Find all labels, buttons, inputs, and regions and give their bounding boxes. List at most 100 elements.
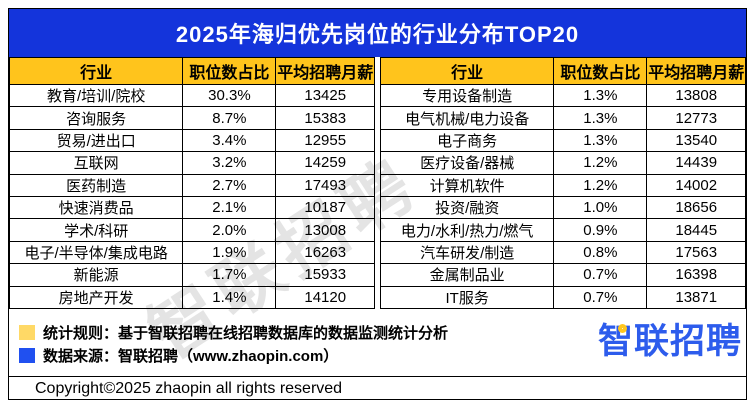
table-cell: 15383 <box>275 106 375 130</box>
table-cell: 16263 <box>275 240 375 265</box>
table-cell: 计算机软件 <box>379 173 555 197</box>
table-cell: 0.8% <box>553 240 648 265</box>
table-row: 快速消费品 2.1% 10187 <box>8 195 375 220</box>
column-header: 行业 <box>8 57 184 85</box>
blue-square-bullet-icon <box>19 348 35 363</box>
table-cell: 专用设备制造 <box>379 83 555 108</box>
table-cell: 0.9% <box>553 218 648 242</box>
table-row: 互联网 3.2% 14259 <box>8 151 375 175</box>
table-cell: 18445 <box>646 218 746 242</box>
table-cell: 10187 <box>275 195 375 220</box>
table-cell: 新能源 <box>8 263 184 287</box>
table-cell: 17493 <box>275 173 375 197</box>
table-cell: 0.7% <box>553 285 648 310</box>
table-cell: 电子/半导体/集成电路 <box>8 240 184 265</box>
table-cell: 房地产开发 <box>8 285 184 310</box>
table-cell: 18656 <box>646 195 746 220</box>
table-row: 专用设备制造 1.3% 13808 <box>379 83 746 108</box>
table-row: 医药制造 2.7% 17493 <box>8 173 375 197</box>
tables-area: 智联招聘 行业 职位数占比 平均招聘月薪 教育/培训/院校 30.3% 13425 咨询服… <box>8 57 746 373</box>
table-cell: IT服务 <box>379 285 555 310</box>
table-cell: 13808 <box>646 83 746 108</box>
table-cell: 2.0% <box>182 218 277 242</box>
industry-table-left: 行业 职位数占比 平均招聘月薪 教育/培训/院校 30.3% 13425 咨询服务 8.7%… <box>8 57 375 310</box>
table-cell: 互联网 <box>8 151 184 175</box>
table-cell: 1.2% <box>553 151 648 175</box>
table-cell: 医疗设备/器械 <box>379 151 555 175</box>
table-cell: 1.2% <box>553 173 648 197</box>
table-cell: 16398 <box>646 263 746 287</box>
table-cell: 1.3% <box>553 106 648 130</box>
page-title: 2025年海归优先岗位的行业分布TOP20 <box>9 9 746 57</box>
copyright-text: Copyright©2025 zhaopin all rights reserv… <box>9 376 746 400</box>
table-cell: 投资/融资 <box>379 195 555 220</box>
table-header-row: 行业 职位数占比 平均招聘月薪 <box>379 57 746 85</box>
table-row: 咨询服务 8.7% 15383 <box>8 106 375 130</box>
table-row: 投资/融资 1.0% 18656 <box>379 195 746 220</box>
logo-yellow-ring-icon <box>617 324 627 333</box>
table-row: 新能源 1.7% 15933 <box>8 263 375 287</box>
table-row: 教育/培训/院校 30.3% 13425 <box>8 83 375 108</box>
table-cell: 贸易/进出口 <box>8 128 184 153</box>
column-header: 平均招聘月薪 <box>646 57 746 85</box>
table-cell: 12773 <box>646 106 746 130</box>
table-cell: 17563 <box>646 240 746 265</box>
table-cell: 14120 <box>275 285 375 310</box>
table-cell: 1.4% <box>182 285 277 310</box>
table-cell: 13008 <box>275 218 375 242</box>
table-cell: 汽车研发/制造 <box>379 240 555 265</box>
table-cell: 12955 <box>275 128 375 153</box>
table-row: 金属制品业 0.7% 16398 <box>379 263 746 287</box>
table-cell: 医药制造 <box>8 173 184 197</box>
table-cell: 14259 <box>275 151 375 175</box>
table-header-row: 行业 职位数占比 平均招聘月薪 <box>8 57 375 85</box>
industry-table-right: 行业 职位数占比 平均招聘月薪 专用设备制造 1.3% 13808 电气机械/电力设备 1.… <box>379 57 746 310</box>
table-row: 电力/水利/热力/燃气 0.9% 18445 <box>379 218 746 242</box>
table-row: 电气机械/电力设备 1.3% 12773 <box>379 106 746 130</box>
table-cell: 1.3% <box>553 128 648 153</box>
table-cell: 学术/科研 <box>8 218 184 242</box>
table-cell: 3.4% <box>182 128 277 153</box>
infographic-frame: 2025年海归优先岗位的行业分布TOP20 智联招聘 行业 职位数占比 平均招聘月薪… <box>8 8 747 400</box>
table-row: 电子商务 1.3% 13540 <box>379 128 746 153</box>
table-cell: 14002 <box>646 173 746 197</box>
column-header: 职位数占比 <box>182 57 277 85</box>
table-cell: 电子商务 <box>379 128 555 153</box>
table-cell: 1.7% <box>182 263 277 287</box>
table-cell: 8.7% <box>182 106 277 130</box>
table-cell: 13425 <box>275 83 375 108</box>
table-cell: 1.0% <box>553 195 648 220</box>
column-header: 平均招聘月薪 <box>275 57 375 85</box>
table-cell: 咨询服务 <box>8 106 184 130</box>
table-row: 电子/半导体/集成电路 1.9% 16263 <box>8 240 375 265</box>
zhaopin-logo: 智联招聘 <box>598 322 742 362</box>
table-cell: 2.7% <box>182 173 277 197</box>
table-row: 计算机软件 1.2% 14002 <box>379 173 746 197</box>
table-cell: 0.7% <box>553 263 648 287</box>
footnotes: 统计规则：基于智联招聘在线招聘数据库的数据监测统计分析 数据来源：智联招聘（ww… <box>9 309 746 376</box>
table-cell: 1.3% <box>553 83 648 108</box>
table-cell: 金属制品业 <box>379 263 555 287</box>
note-data-source: 数据来源：智联招聘（www.zhaopin.com） <box>19 344 746 367</box>
column-header: 行业 <box>379 57 555 85</box>
table-cell: 教育/培训/院校 <box>8 83 184 108</box>
table-cell: 3.2% <box>182 151 277 175</box>
table-cell: 电气机械/电力设备 <box>379 106 555 130</box>
note-statistics-rule-text: 统计规则：基于智联招聘在线招聘数据库的数据监测统计分析 <box>43 325 449 342</box>
table-cell: 快速消费品 <box>8 195 184 220</box>
table-cell: 电力/水利/热力/燃气 <box>379 218 555 242</box>
table-row: 医疗设备/器械 1.2% 14439 <box>379 151 746 175</box>
note-statistics-rule: 统计规则：基于智联招聘在线招聘数据库的数据监测统计分析 <box>19 321 746 344</box>
table-row: 汽车研发/制造 0.8% 17563 <box>379 240 746 265</box>
table-cell: 30.3% <box>182 83 277 108</box>
table-cell: 13540 <box>646 128 746 153</box>
table-cell: 15933 <box>275 263 375 287</box>
table-row: 学术/科研 2.0% 13008 <box>8 218 375 242</box>
table-cell: 14439 <box>646 151 746 175</box>
column-header: 职位数占比 <box>553 57 648 85</box>
table-row: 房地产开发 1.4% 14120 <box>8 285 375 310</box>
table-cell: 13871 <box>646 285 746 310</box>
note-data-source-text: 数据来源：智联招聘（www.zhaopin.com） <box>43 348 339 365</box>
table-row: IT服务 0.7% 13871 <box>379 285 746 310</box>
table-cell: 2.1% <box>182 195 277 220</box>
